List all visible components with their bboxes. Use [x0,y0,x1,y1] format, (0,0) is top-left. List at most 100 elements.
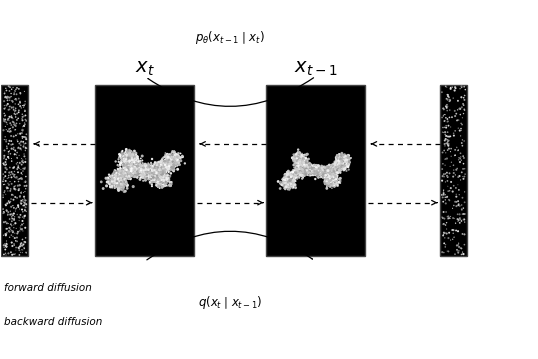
Point [342,154,351,160]
Point [309,171,317,176]
Point [321,169,329,175]
Point [342,158,350,164]
Point [151,170,160,176]
Point [291,162,299,168]
Point [310,165,319,171]
Point [140,167,149,173]
Point [291,164,300,170]
Point [322,167,330,172]
Point [116,176,125,182]
Point [13,169,22,175]
Point [321,177,330,183]
Point [138,163,147,169]
Point [314,168,323,173]
Point [305,165,313,171]
Point [15,246,23,251]
Point [286,180,294,185]
Point [157,180,165,186]
Point [163,154,172,160]
Point [161,172,169,178]
Point [324,174,332,180]
Point [127,162,136,168]
Point [328,178,336,183]
Point [121,168,129,174]
Point [114,177,122,182]
Point [294,153,302,158]
Point [322,169,330,175]
Point [167,164,176,170]
Point [157,164,166,169]
Point [314,169,323,175]
Point [117,171,126,177]
Point [289,174,298,180]
Point [157,171,165,177]
Point [152,180,161,185]
Point [440,118,449,124]
Point [294,160,303,166]
Point [12,244,20,250]
Point [458,143,466,149]
Point [125,162,134,167]
Point [325,174,334,180]
Point [169,155,178,161]
Point [120,169,129,175]
Point [338,162,347,167]
Point [293,164,302,170]
Point [337,157,346,162]
Point [125,166,134,172]
Point [11,88,19,93]
Point [332,178,341,183]
Point [288,172,296,178]
Point [12,92,21,97]
Point [134,165,143,171]
Point [161,158,170,164]
Point [296,168,305,174]
Point [454,148,462,154]
Point [145,172,154,177]
Point [17,240,26,246]
Point [130,163,139,169]
Point [283,180,292,186]
Point [136,165,145,171]
Point [338,155,347,161]
Point [122,159,130,165]
Point [334,165,342,171]
Point [318,172,327,177]
Point [13,85,22,91]
Point [327,180,336,186]
Point [321,166,329,172]
Point [309,169,317,175]
Point [317,167,326,173]
Point [165,181,174,187]
Point [3,220,11,226]
Point [125,169,133,175]
Point [454,216,462,222]
Point [325,174,334,180]
Point [111,177,119,182]
Point [151,169,160,175]
Point [170,153,179,158]
Point [166,155,175,161]
Point [136,161,144,167]
Point [322,173,331,178]
Point [303,166,312,172]
Point [289,175,298,181]
Point [115,177,124,182]
Point [303,166,312,172]
Point [108,182,117,188]
Point [316,172,324,178]
Point [121,182,130,187]
Point [286,171,294,177]
Point [109,179,117,185]
Point [7,169,16,175]
Point [278,179,287,185]
Point [134,167,143,172]
Point [327,172,335,178]
Point [324,177,332,183]
Point [138,169,147,175]
Point [346,155,355,161]
Point [308,172,316,177]
Point [152,168,161,174]
Point [126,166,135,172]
Point [442,84,451,90]
